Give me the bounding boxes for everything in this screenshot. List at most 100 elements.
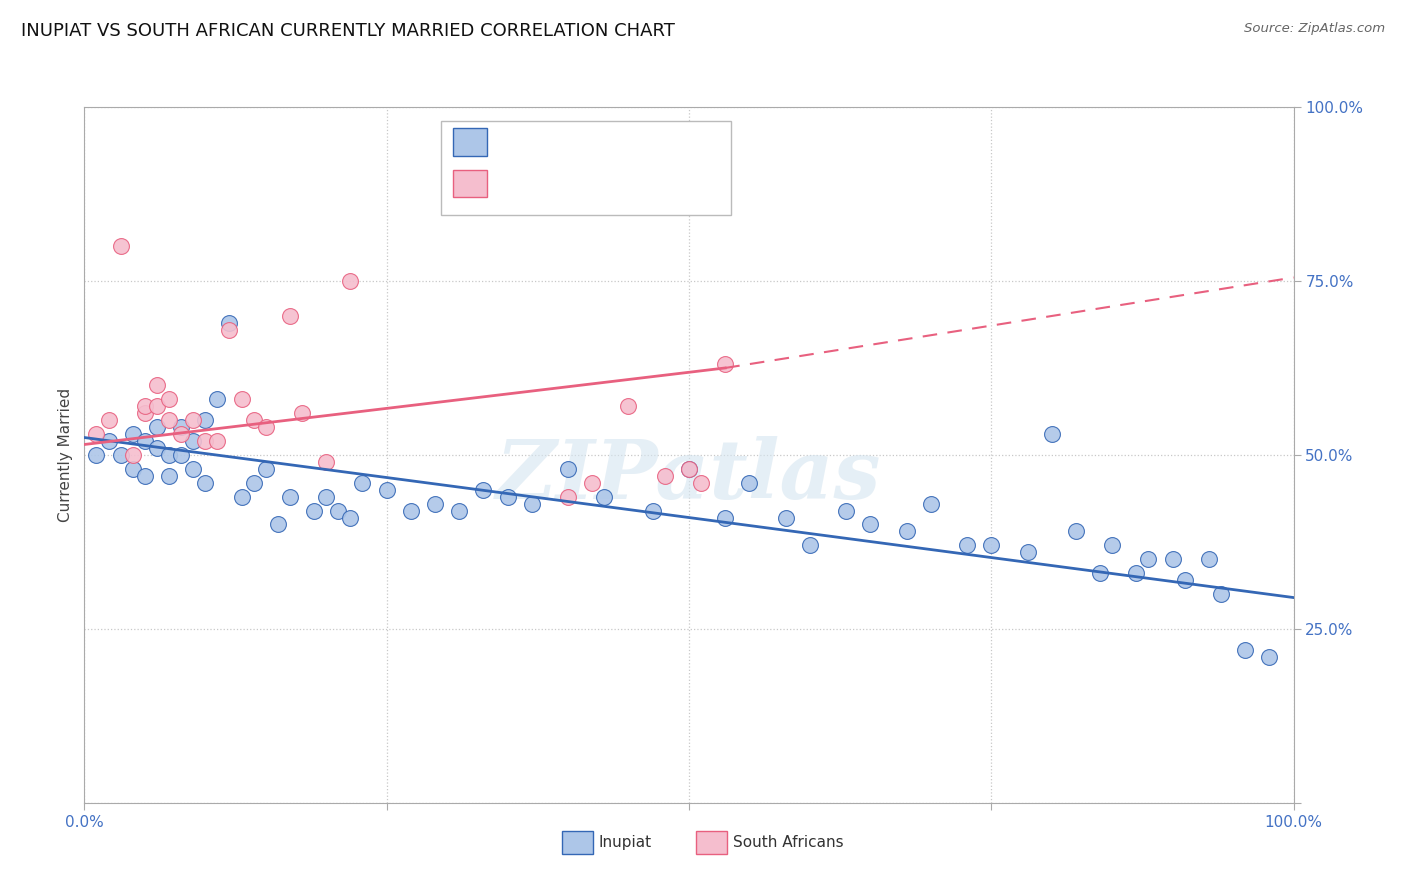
Point (1040, 427, 1063, 442)
Point (581, 475, 603, 490)
Point (339, 274, 361, 288)
Point (254, 462, 277, 476)
Point (194, 413, 217, 427)
FancyBboxPatch shape (453, 169, 486, 197)
Point (207, 434, 229, 448)
Point (980, 538, 1002, 552)
Point (423, 497, 446, 511)
Point (134, 406, 156, 420)
Point (146, 399, 169, 413)
Point (157, 413, 180, 427)
Point (690, 475, 713, 490)
Point (738, 475, 761, 490)
Point (375, 483, 398, 497)
Point (146, 378, 169, 392)
Point (242, 475, 264, 490)
Point (170, 420, 193, 434)
Point (799, 538, 821, 552)
Point (121, 462, 143, 476)
Point (920, 497, 942, 511)
Point (97, 434, 120, 448)
Point (449, 503, 471, 517)
Point (181, 413, 204, 427)
Point (956, 538, 979, 552)
Point (218, 323, 240, 337)
Point (714, 358, 737, 372)
Point (97, 413, 120, 427)
Point (170, 448, 193, 462)
Point (328, 503, 350, 517)
Point (134, 399, 156, 413)
Point (1258, 649, 1281, 664)
Point (1125, 566, 1147, 581)
Point (1174, 573, 1197, 587)
Point (194, 475, 217, 490)
Text: South Africans: South Africans (733, 835, 844, 849)
Point (1198, 552, 1220, 566)
Point (399, 503, 422, 517)
Point (1234, 642, 1257, 657)
Point (1064, 524, 1087, 539)
Point (86, 427, 108, 442)
Point (207, 392, 229, 407)
Point (110, 239, 132, 253)
Text: R = -0.553  N = 63: R = -0.553 N = 63 (495, 135, 641, 150)
Point (315, 455, 337, 469)
Point (520, 497, 543, 511)
Point (267, 517, 290, 532)
Point (1017, 545, 1039, 559)
Text: ZIPatlas: ZIPatlas (496, 436, 882, 516)
Point (121, 448, 143, 462)
Point (157, 392, 180, 407)
Point (134, 468, 156, 483)
Point (1137, 552, 1160, 566)
Point (496, 490, 519, 504)
Text: Inupiat: Inupiat (599, 835, 652, 849)
Point (254, 420, 277, 434)
Point (472, 483, 495, 497)
Point (231, 490, 253, 504)
Point (1101, 538, 1123, 552)
Point (278, 309, 301, 323)
Point (593, 490, 616, 504)
Point (714, 510, 737, 524)
Point (859, 517, 882, 532)
Point (146, 420, 169, 434)
Text: INUPIAT VS SOUTH AFRICAN CURRENTLY MARRIED CORRELATION CHART: INUPIAT VS SOUTH AFRICAN CURRENTLY MARRI… (21, 22, 675, 40)
Point (775, 510, 797, 524)
Y-axis label: Currently Married: Currently Married (58, 388, 73, 522)
Point (557, 490, 579, 504)
Point (641, 503, 664, 517)
FancyBboxPatch shape (441, 121, 731, 215)
Point (352, 475, 374, 490)
Point (315, 490, 337, 504)
Point (242, 413, 264, 427)
Point (157, 468, 180, 483)
Point (835, 503, 858, 517)
Point (218, 316, 240, 330)
Point (678, 462, 700, 476)
Point (181, 462, 204, 476)
Text: R =   0.141  N = 29: R = 0.141 N = 29 (495, 176, 645, 191)
Point (110, 448, 132, 462)
Point (231, 392, 253, 407)
Point (86, 448, 108, 462)
Point (291, 406, 314, 420)
Point (194, 434, 217, 448)
Point (896, 524, 918, 539)
Point (181, 434, 204, 448)
Point (278, 490, 301, 504)
Point (170, 427, 193, 442)
Text: Source: ZipAtlas.com: Source: ZipAtlas.com (1244, 22, 1385, 36)
Point (557, 462, 579, 476)
Point (1161, 552, 1184, 566)
Point (678, 462, 700, 476)
FancyBboxPatch shape (453, 128, 486, 156)
Point (654, 468, 676, 483)
Point (302, 503, 325, 517)
Point (339, 510, 361, 524)
Point (1209, 587, 1232, 601)
Point (146, 441, 169, 455)
Point (157, 448, 180, 462)
Point (121, 427, 143, 442)
